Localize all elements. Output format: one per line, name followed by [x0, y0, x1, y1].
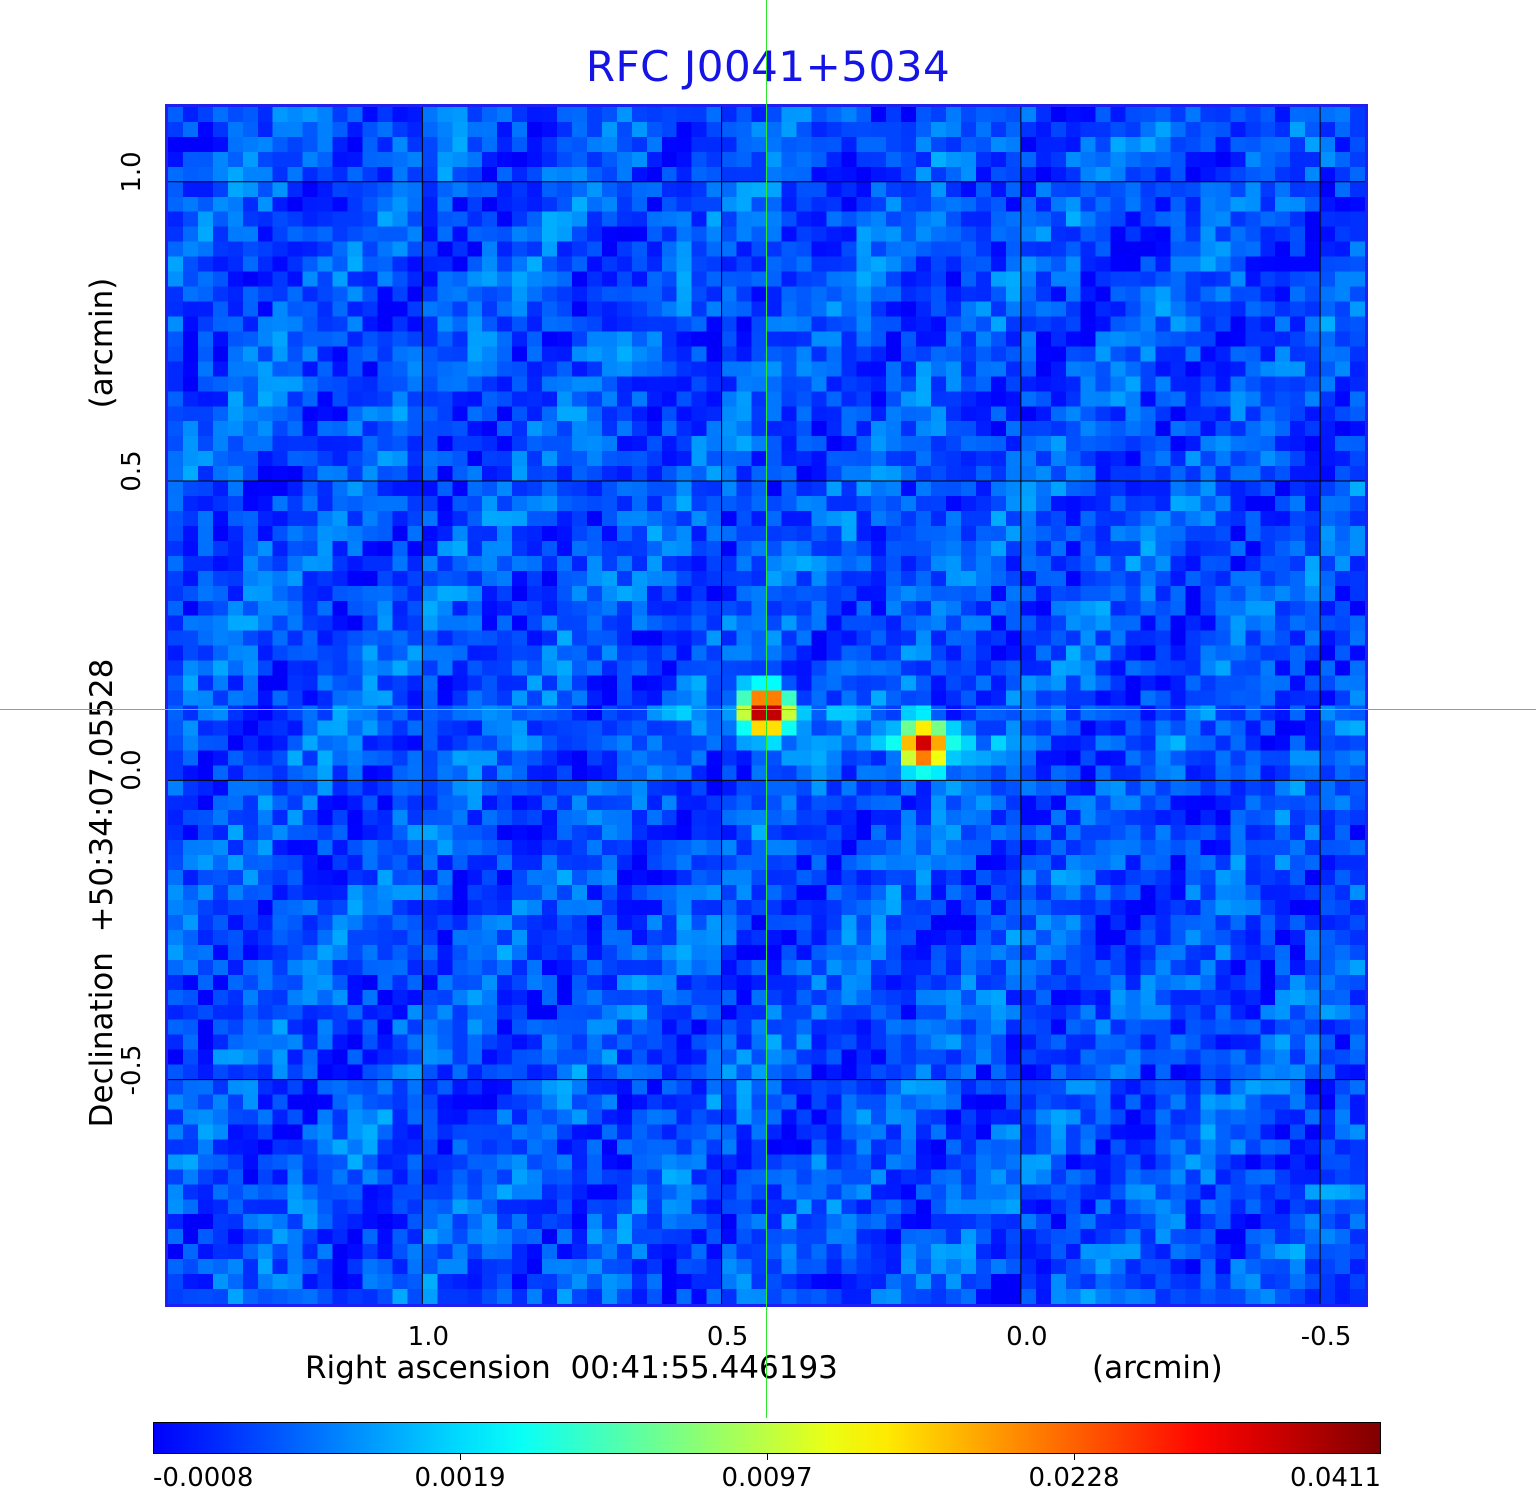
y-axis-unit: (arcmin): [84, 277, 120, 409]
x-tick-label: 0.5: [706, 1322, 749, 1352]
colorbar-tick-label: 0.0228: [1028, 1463, 1120, 1493]
colorbar-tick-label: 0.0411: [1290, 1463, 1381, 1493]
colorbar-tick-label: -0.0008: [153, 1463, 254, 1493]
colorbar-tick-mark: [1074, 1454, 1075, 1460]
colorbar-tick-mark: [767, 1454, 768, 1460]
x-tick-label: -0.5: [1300, 1322, 1352, 1352]
colorbar-tick-mark: [460, 1454, 461, 1460]
colorbar-tick-label: 0.0097: [721, 1463, 813, 1493]
y-tick-label: 0.0: [117, 749, 147, 791]
crosshair-horizontal-line: [0, 709, 1536, 710]
x-axis-unit: (arcmin): [1092, 1350, 1223, 1386]
y-tick-label: -0.5: [117, 1044, 147, 1095]
y-axis-label: Declination +50:34:07.05528: [84, 658, 120, 1128]
x-axis-label: Right ascension 00:41:55.446193: [305, 1350, 838, 1386]
y-tick-label: 1.0: [117, 151, 147, 193]
colorbar-tick-label: 0.0019: [414, 1463, 506, 1493]
x-tick-label: 1.0: [407, 1322, 450, 1352]
chart-title: RFC J0041+5034: [585, 42, 951, 91]
colorbar: [153, 1422, 1381, 1454]
x-tick-label: 0.0: [1006, 1322, 1048, 1352]
y-tick-label: 0.5: [117, 450, 147, 492]
